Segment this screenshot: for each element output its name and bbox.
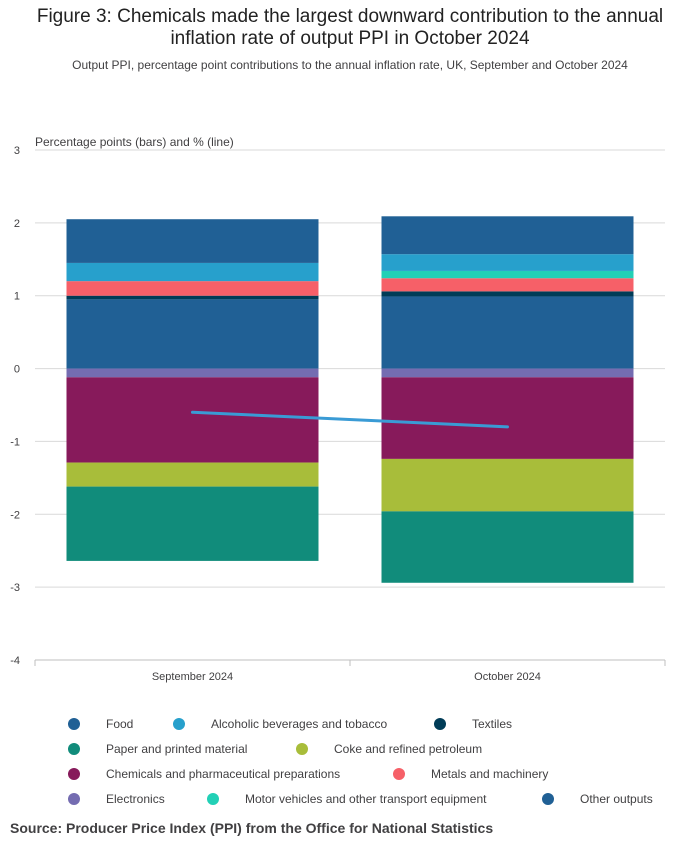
legend-label: Electronics: [106, 792, 165, 806]
chart-subtitle: Output PPI, percentage point contributio…: [72, 58, 628, 72]
bar-segment-electronics: [381, 368, 634, 378]
bar-segment-alcoholic-beverages-and-tobacco: [381, 254, 634, 271]
legend-label: Paper and printed material: [106, 742, 248, 756]
y-tick-label: -4: [10, 655, 20, 667]
y-tick-label: 3: [14, 145, 20, 157]
bar-segment-paper-and-printed-material: [381, 511, 634, 583]
bar-segment-metals-and-machinery: [381, 278, 634, 292]
y-axis-label: Percentage points (bars) and % (line): [35, 135, 234, 149]
legend-label: Textiles: [472, 717, 513, 731]
chart-title-line2: inflation rate of output PPI in October …: [170, 28, 530, 49]
legend-label: Metals and machinery: [431, 767, 549, 781]
bar-segment-food: [381, 296, 634, 369]
y-tick-label: -1: [10, 436, 20, 448]
chart-title-line1: Figure 3: Chemicals made the largest dow…: [36, 6, 664, 27]
legend-label: Motor vehicles and other transport equip…: [245, 792, 487, 806]
legend-marker: [393, 768, 405, 780]
legend-marker: [542, 793, 554, 805]
legend-marker: [68, 768, 80, 780]
y-tick-label: 1: [14, 291, 20, 303]
legend-marker: [68, 743, 80, 755]
legend-item-textiles[interactable]: Textiles: [434, 717, 512, 731]
x-tick-label: October 2024: [474, 671, 541, 683]
legend-label: Coke and refined petroleum: [334, 742, 483, 756]
bar-segment-coke-and-refined-petroleum: [381, 458, 634, 512]
legend-label: Alcoholic beverages and tobacco: [211, 717, 388, 731]
legend-marker: [296, 743, 308, 755]
bar-segment-food: [66, 299, 319, 369]
legend-label: Other outputs: [580, 792, 653, 806]
source-note: Source: Producer Price Index (PPI) from …: [10, 820, 494, 836]
chart-title: Figure 3: Chemicals made the largest dow…: [0, 6, 700, 50]
legend-label: Food: [106, 717, 134, 731]
legend-item-motor-vehicles-and-other-transport-equipment[interactable]: Motor vehicles and other transport equip…: [207, 792, 486, 806]
bar-segment-chemicals-and-pharmaceutical-preparations: [66, 377, 319, 463]
legend-item-metals-and-machinery[interactable]: Metals and machinery: [393, 767, 548, 781]
bar-segment-electronics: [66, 368, 319, 378]
y-tick-label: -3: [10, 582, 20, 594]
bar-segment-other-outputs: [381, 216, 634, 255]
y-tick-label: -2: [10, 509, 20, 521]
y-tick-label: 2: [14, 218, 20, 230]
stacked-bar-chart: Percentage points (bars) and % (line) 3 2 1…: [10, 135, 666, 683]
legend-item-food[interactable]: Food: [68, 717, 133, 731]
legend-marker: [173, 718, 185, 730]
chart-legend: Food Alcoholic beverages and tobacco Texti…: [0, 712, 700, 812]
bar-segment-alcoholic-beverages-and-tobacco: [66, 262, 319, 282]
bar-segment-motor-vehicles-and-other-transport-equipment: [381, 270, 634, 279]
bar-segment-coke-and-refined-petroleum: [66, 462, 319, 487]
ppi-annual-rate-line: [191, 410, 509, 429]
legend-marker: [68, 718, 80, 730]
legend-item-alcoholic-beverages-and-tobacco[interactable]: Alcoholic beverages and tobacco: [173, 717, 387, 731]
bar-segment-chemicals-and-pharmaceutical-preparations: [381, 377, 634, 459]
bar-segment-other-outputs: [66, 219, 319, 263]
bar-segment-textiles: [381, 291, 634, 297]
x-tick-label: September 2024: [152, 671, 233, 683]
legend-marker: [434, 718, 446, 730]
bar-segment-metals-and-machinery: [66, 281, 319, 296]
legend-item-other-outputs[interactable]: Other outputs: [542, 792, 653, 806]
bar-segment-paper-and-printed-material: [66, 486, 319, 561]
legend-item-coke-and-refined-petroleum[interactable]: Coke and refined petroleum: [296, 742, 482, 756]
bar-segment-textiles: [66, 295, 319, 300]
legend-marker: [207, 793, 219, 805]
y-tick-label: 0: [14, 364, 20, 376]
legend-item-paper-and-printed-material[interactable]: Paper and printed material: [68, 742, 247, 756]
legend-item-chemicals-and-pharmaceutical-preparations[interactable]: Chemicals and pharmaceutical preparation…: [68, 767, 340, 781]
legend-label: Chemicals and pharmaceutical preparation…: [106, 767, 341, 781]
legend-marker: [68, 793, 80, 805]
legend-item-electronics[interactable]: Electronics: [68, 792, 165, 806]
